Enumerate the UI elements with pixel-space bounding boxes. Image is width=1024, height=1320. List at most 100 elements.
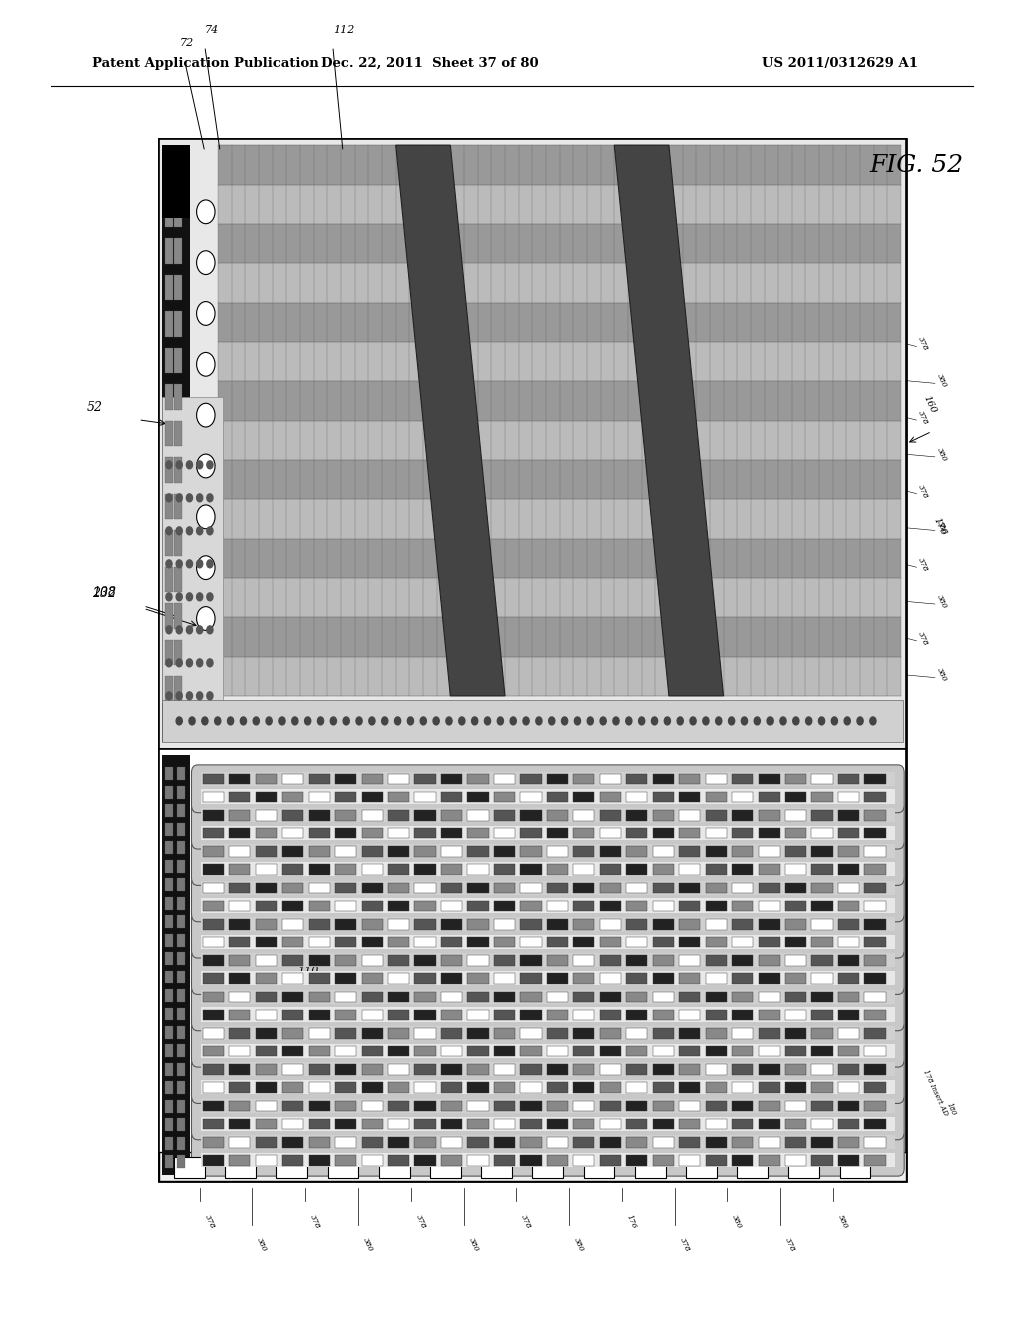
Bar [838, 774, 859, 784]
Bar [864, 1010, 886, 1020]
Circle shape [166, 626, 172, 634]
Circle shape [176, 717, 182, 725]
FancyBboxPatch shape [191, 874, 904, 921]
Text: 380: 380 [935, 594, 948, 610]
Bar [520, 810, 542, 821]
Bar [467, 991, 488, 1002]
Bar [547, 792, 568, 803]
Bar [165, 896, 173, 909]
Bar [256, 865, 276, 875]
Bar [494, 919, 515, 929]
Bar [494, 883, 515, 894]
Bar [177, 970, 185, 983]
Bar [686, 1156, 717, 1179]
Bar [335, 792, 356, 803]
Circle shape [857, 717, 863, 725]
Bar [811, 956, 833, 966]
Bar [732, 1045, 754, 1056]
Bar [679, 1045, 700, 1056]
Bar [706, 1118, 727, 1129]
Bar [361, 1010, 383, 1020]
Bar [547, 937, 568, 948]
Circle shape [433, 717, 439, 725]
Bar [276, 1156, 307, 1179]
Bar [388, 1028, 410, 1039]
Bar [256, 991, 276, 1002]
Text: 378: 378 [916, 557, 930, 573]
Bar [415, 792, 435, 803]
Bar [229, 1064, 251, 1074]
Bar [361, 900, 383, 911]
Circle shape [207, 659, 213, 667]
Bar [203, 1010, 224, 1020]
Bar [573, 1137, 595, 1147]
Bar [679, 1137, 700, 1147]
Bar [838, 1101, 859, 1111]
FancyBboxPatch shape [191, 983, 904, 1031]
Bar [573, 1155, 595, 1166]
Bar [162, 145, 190, 218]
Bar [361, 1101, 383, 1111]
Bar [203, 1028, 224, 1039]
Bar [600, 774, 621, 784]
Bar [308, 865, 330, 875]
Bar [165, 202, 173, 227]
Bar [494, 1155, 515, 1166]
Bar [441, 1118, 462, 1129]
Bar [864, 1137, 886, 1147]
Bar [584, 1156, 614, 1179]
Bar [218, 342, 901, 381]
Text: 110: 110 [297, 966, 318, 975]
Bar [785, 846, 806, 857]
Bar [203, 1137, 224, 1147]
Bar [467, 1010, 488, 1020]
FancyBboxPatch shape [191, 911, 904, 958]
Text: 580: 580 [836, 1213, 850, 1230]
Bar [229, 973, 251, 983]
Bar [759, 828, 779, 838]
Bar [177, 841, 185, 854]
Bar [415, 1010, 435, 1020]
Bar [811, 973, 833, 983]
Bar [838, 1082, 859, 1093]
Bar [785, 1045, 806, 1056]
Bar [679, 1028, 700, 1039]
Text: 112: 112 [333, 25, 354, 36]
Circle shape [549, 717, 555, 725]
Circle shape [510, 717, 516, 725]
Bar [308, 956, 330, 966]
Bar [547, 865, 568, 875]
Bar [388, 846, 410, 857]
Bar [229, 846, 251, 857]
Bar [388, 810, 410, 821]
Bar [811, 828, 833, 838]
Bar [415, 973, 435, 983]
Bar [201, 1117, 895, 1130]
Bar [520, 846, 542, 857]
Bar [600, 1082, 621, 1093]
Bar [335, 1101, 356, 1111]
Bar [547, 956, 568, 966]
Bar [706, 792, 727, 803]
Bar [467, 956, 488, 966]
Bar [201, 1044, 895, 1057]
Bar [308, 973, 330, 983]
Bar [283, 956, 303, 966]
Bar [283, 991, 303, 1002]
Bar [600, 991, 621, 1002]
Bar [335, 1064, 356, 1074]
Text: 178 Insert AD: 178 Insert AD [922, 1069, 950, 1118]
Bar [229, 810, 251, 821]
Bar [229, 1045, 251, 1056]
Circle shape [536, 717, 542, 725]
Bar [229, 1118, 251, 1129]
Bar [203, 937, 224, 948]
Bar [759, 900, 779, 911]
Circle shape [166, 593, 172, 601]
Bar [532, 1156, 563, 1179]
Bar [165, 878, 173, 891]
Bar [652, 828, 674, 838]
Bar [679, 792, 700, 803]
Bar [335, 774, 356, 784]
Bar [652, 1137, 674, 1147]
